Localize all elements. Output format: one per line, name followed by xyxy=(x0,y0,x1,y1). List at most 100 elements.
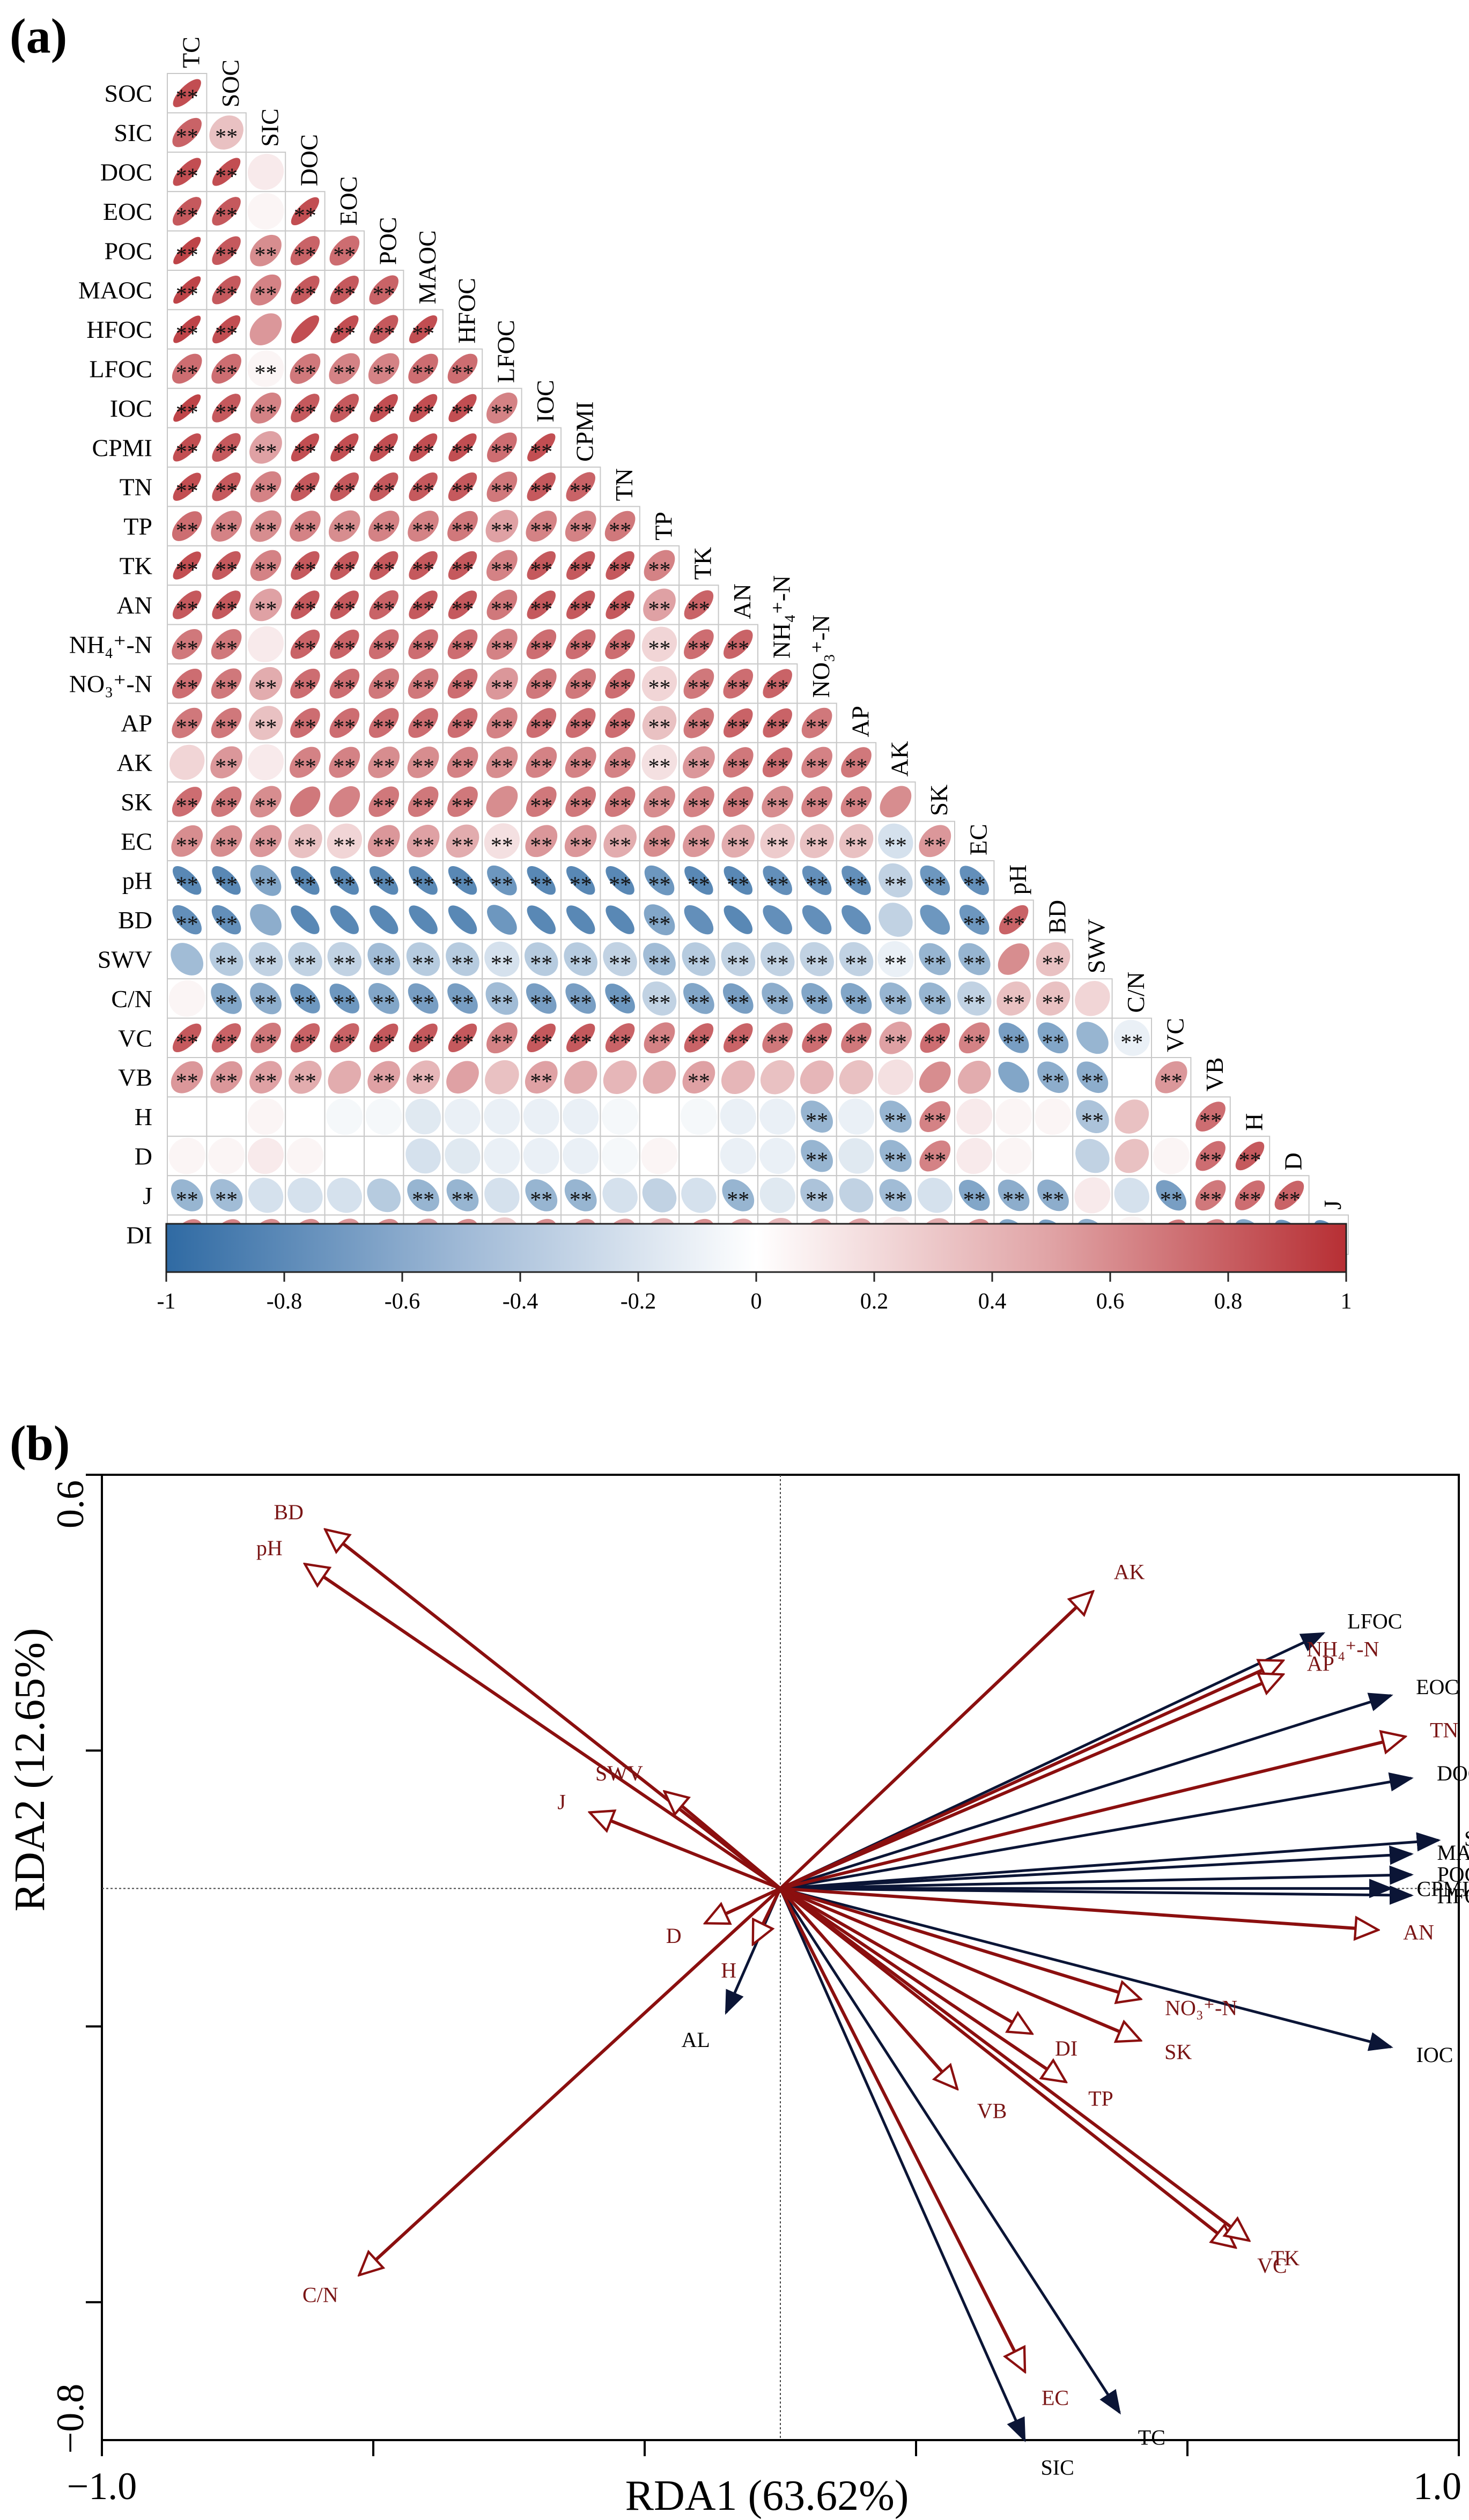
correlation-ellipse xyxy=(327,823,363,859)
significance-marker: ** xyxy=(1042,1070,1065,1095)
cell-an-ioc: ** xyxy=(521,585,562,625)
correlation-ellipse xyxy=(644,550,675,581)
cell-tk-maoc: ** xyxy=(403,545,444,586)
cell-j-bd: ** xyxy=(1032,1175,1074,1216)
cell-cpmi-maoc: ** xyxy=(403,427,444,468)
cell-tn-sic: ** xyxy=(245,467,286,507)
correlation-ellipse xyxy=(329,235,360,266)
significance-marker: ** xyxy=(1002,1188,1025,1213)
correlation-ellipse xyxy=(409,433,438,462)
correlation-ellipse xyxy=(211,905,241,935)
cell-lfoc-doc: ** xyxy=(285,348,326,389)
cell-d-bd xyxy=(1032,1135,1074,1177)
significance-marker: ** xyxy=(373,558,395,583)
significance-marker: ** xyxy=(1081,1109,1104,1134)
cell-ak-maoc: ** xyxy=(403,742,444,783)
cell-ap-doc: ** xyxy=(285,703,326,743)
cell-tn-doc: ** xyxy=(285,467,326,507)
row-label-hfoc: HFOC xyxy=(86,316,152,343)
correlation-ellipse xyxy=(564,1179,597,1211)
correlation-ellipse xyxy=(566,905,595,934)
correlation-ellipse xyxy=(682,1061,715,1094)
correlation-ellipse xyxy=(407,747,439,778)
cell-bd-poc xyxy=(364,899,404,940)
column-label-ph: pH xyxy=(1004,864,1031,895)
row-label-an: AN xyxy=(117,592,152,619)
cell-ec-sic: ** xyxy=(245,821,286,861)
arrow-vc xyxy=(779,1887,1235,2247)
row-label-h: H xyxy=(135,1103,152,1130)
correlation-ellipse xyxy=(722,983,754,1014)
row-label-ioc: IOC xyxy=(110,395,152,422)
panel-b-label: (b) xyxy=(10,1416,70,1470)
cell-d-poc xyxy=(364,1135,404,1177)
arrow-nh4-n xyxy=(779,1661,1282,1890)
correlation-ellipse xyxy=(369,1023,398,1053)
correlation-ellipse xyxy=(642,1178,677,1213)
correlation-ellipse xyxy=(249,1061,282,1094)
correlation-ellipse xyxy=(172,905,202,935)
correlation-ellipse xyxy=(484,1098,520,1135)
significance-marker: ** xyxy=(491,519,513,543)
response-arrows: BD pH AK NH₄⁺-NAP TN SWV J D H AN NO₃⁺-N SK DI TP VB VC… xyxy=(256,1500,1458,2410)
cell-d-an xyxy=(718,1135,758,1177)
cell-no3-n-cpmi: ** xyxy=(560,663,601,704)
cell-bd-ec: ** xyxy=(954,899,995,940)
significance-marker: ** xyxy=(215,794,238,819)
correlation-ellipse xyxy=(211,983,242,1014)
cell-d-ap xyxy=(836,1135,877,1177)
correlation-ellipse xyxy=(602,1137,639,1174)
cell-tn-lfoc: ** xyxy=(482,467,522,507)
correlation-ellipse xyxy=(605,629,635,660)
cell-cpmi-tc: ** xyxy=(167,427,208,468)
correlation-ellipse xyxy=(369,275,398,305)
correlation-ellipse xyxy=(290,353,321,384)
significance-marker: ** xyxy=(294,361,316,386)
significance-marker: ** xyxy=(688,755,710,780)
cell-d-tn xyxy=(600,1135,640,1177)
correlation-ellipse xyxy=(211,707,242,738)
cell-hfoc-eoc: ** xyxy=(324,309,365,350)
significance-marker: ** xyxy=(530,1030,552,1055)
cell-tp-tc: ** xyxy=(167,506,208,546)
correlation-ellipse xyxy=(801,747,832,778)
correlation-ellipse xyxy=(486,393,518,424)
cell-bd-ioc xyxy=(521,899,562,940)
correlation-ellipse xyxy=(841,905,871,935)
significance-marker: ** xyxy=(1081,1070,1104,1095)
cell-c-n-ak: ** xyxy=(875,978,916,1019)
correlation-ellipse xyxy=(880,982,912,1015)
cell-maoc-tc: ** xyxy=(167,270,208,311)
cell-h-poc xyxy=(364,1096,404,1137)
correlation-ellipse xyxy=(247,1137,284,1174)
significance-marker: ** xyxy=(648,794,671,819)
correlation-ellipse xyxy=(486,707,518,738)
significance-marker: ** xyxy=(412,479,434,504)
correlation-ellipse xyxy=(644,865,675,896)
cell-j-lfoc xyxy=(482,1175,522,1216)
correlation-ellipse xyxy=(212,433,241,462)
significance-marker: ** xyxy=(924,873,946,898)
correlation-ellipse xyxy=(290,786,321,817)
cell-swv-soc: ** xyxy=(206,938,247,980)
cell-sk-hfoc: ** xyxy=(442,781,483,822)
correlation-ellipse xyxy=(291,275,320,305)
correlation-ellipse xyxy=(643,943,676,976)
significance-marker: ** xyxy=(215,1188,238,1213)
cell-bd-tc: ** xyxy=(167,899,208,940)
row-label-lfoc: LFOC xyxy=(89,356,152,383)
significance-marker: ** xyxy=(1002,1030,1025,1055)
cell-an-doc: ** xyxy=(285,585,326,625)
significance-marker: ** xyxy=(176,204,198,228)
cell-c-n-tp: ** xyxy=(639,978,680,1019)
correlation-ellipse xyxy=(448,551,477,580)
significance-marker: ** xyxy=(452,479,474,504)
correlation-ellipse xyxy=(526,983,557,1014)
cell-j-an: ** xyxy=(718,1175,758,1216)
cell-sk-nh4-n: ** xyxy=(757,781,798,822)
cell-ak-no3-n: ** xyxy=(796,742,837,783)
cell-ph-tp: ** xyxy=(639,860,680,901)
significance-marker: ** xyxy=(491,597,513,622)
correlation-ellipse xyxy=(604,747,636,778)
cell-maoc-poc: ** xyxy=(364,270,404,311)
